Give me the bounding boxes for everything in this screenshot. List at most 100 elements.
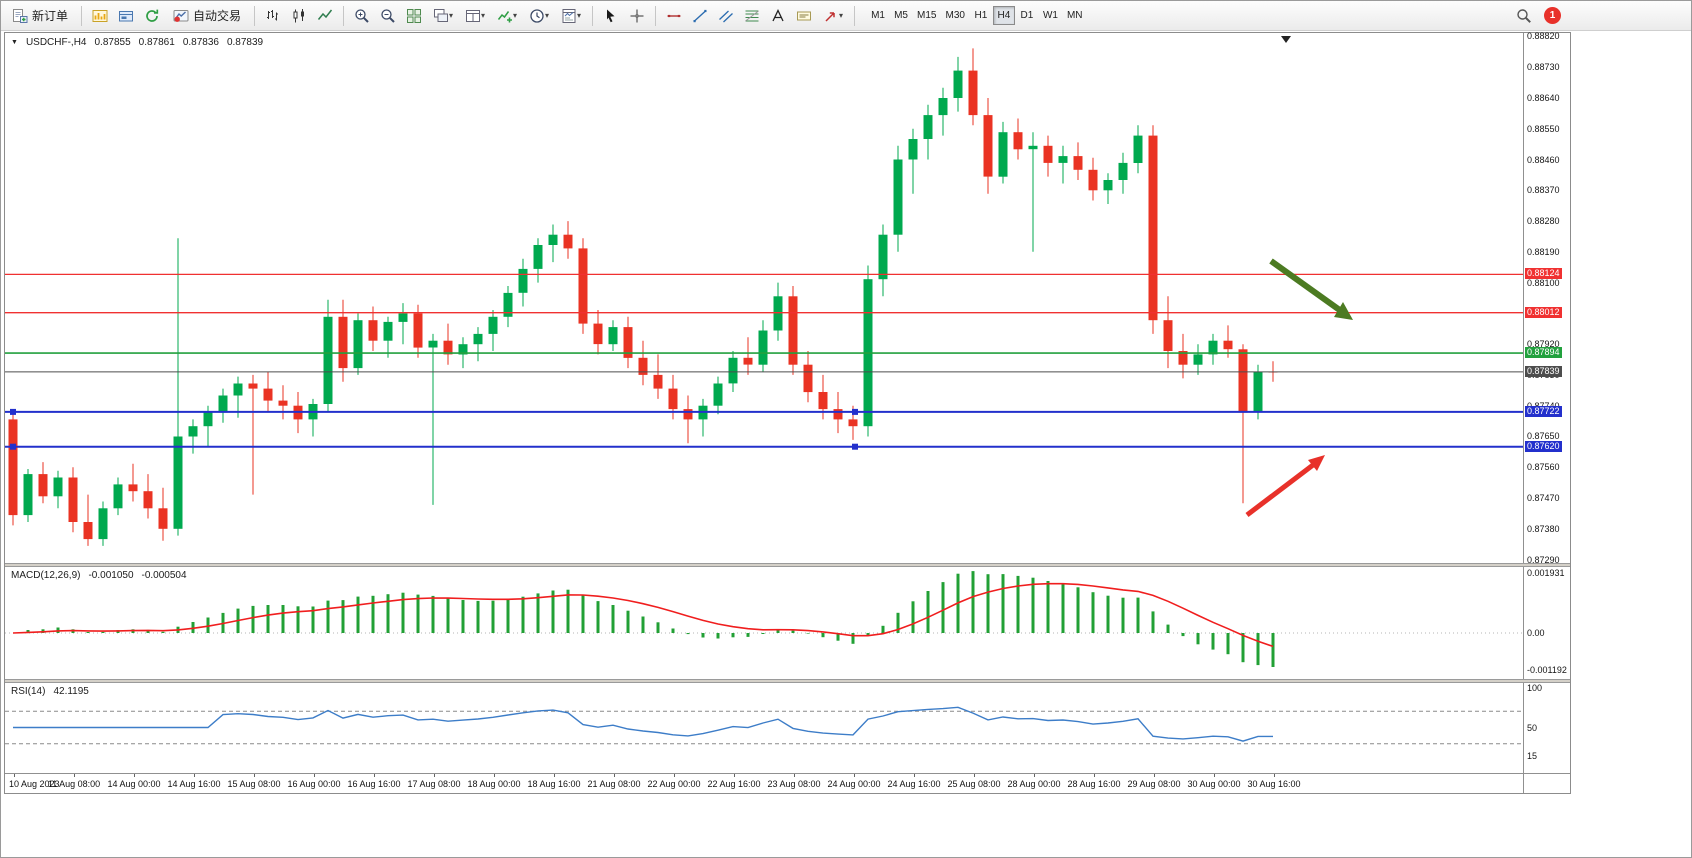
tile-windows-button[interactable] xyxy=(402,4,426,28)
toolbar-separator xyxy=(343,5,345,26)
time-axis-tick xyxy=(1214,774,1215,777)
chart-profiles-icon xyxy=(466,9,481,22)
candlestick-chart-type-button[interactable] xyxy=(287,4,311,28)
text-label-button[interactable] xyxy=(792,4,816,28)
candles-series xyxy=(8,48,1278,546)
rsi-axis-label: 50 xyxy=(1527,723,1538,733)
high-value: 0.87861 xyxy=(138,37,175,48)
toolbar-separator xyxy=(854,5,856,26)
search-button[interactable] xyxy=(1512,4,1536,28)
crosshair-button[interactable] xyxy=(625,4,649,28)
panel-splitter[interactable] xyxy=(5,679,1570,683)
zoom-in-button[interactable] xyxy=(350,4,374,28)
rsi-plot[interactable] xyxy=(5,683,1523,773)
price-axis-label: 0.88190 xyxy=(1527,247,1560,257)
new-chart-button[interactable] xyxy=(88,4,112,28)
time-axis-label: 16 Aug 00:00 xyxy=(287,779,341,789)
new-order-label: 新订单 xyxy=(32,9,69,23)
timeframe-h4[interactable]: H4 xyxy=(992,6,1015,25)
line-chart-type-button[interactable] xyxy=(313,4,337,28)
price-hline[interactable] xyxy=(5,443,1523,450)
price-axis[interactable]: 0.88820 0.88730 0.88640 0.88550 0.88460 0.883… xyxy=(1524,31,1570,565)
dropdown-caret-icon: ▾ xyxy=(513,10,518,20)
low-value: 0.87836 xyxy=(182,37,219,48)
main-chart-plot[interactable] xyxy=(5,33,1523,563)
periods-button[interactable]: ▾ xyxy=(524,4,554,28)
timeframe-d1[interactable]: D1 xyxy=(1016,6,1038,25)
fibonacci-button[interactable] xyxy=(740,4,764,28)
time-axis[interactable]: 10 Aug 2023 11 Aug 08:00 14 Aug 00:00 14 Au… xyxy=(5,774,1523,793)
line-handle xyxy=(10,408,16,415)
price-line-badge: 0.87722 xyxy=(1525,406,1562,417)
autotrading-icon xyxy=(173,9,189,22)
time-axis-label: 22 Aug 00:00 xyxy=(647,779,701,789)
macd-signal-value: -0.000504 xyxy=(141,570,187,581)
refresh-button[interactable] xyxy=(140,4,164,28)
text-icon xyxy=(772,8,784,21)
time-axis-label: 29 Aug 08:00 xyxy=(1127,779,1181,789)
time-axis-label: 24 Aug 16:00 xyxy=(887,779,941,789)
notifications-badge[interactable]: 1 xyxy=(1544,7,1561,24)
price-hline[interactable] xyxy=(5,408,1523,415)
timeframe-w1[interactable]: W1 xyxy=(1039,6,1062,25)
zoom-out-button[interactable] xyxy=(376,4,400,28)
time-axis-tick xyxy=(314,774,315,777)
rsi-name: RSI(14) xyxy=(11,686,46,697)
green-arrow-annotation[interactable] xyxy=(1269,258,1353,320)
time-axis-tick xyxy=(494,774,495,777)
timeframe-m5[interactable]: M5 xyxy=(890,6,912,25)
macd-plot[interactable] xyxy=(5,567,1523,679)
time-axis-tick xyxy=(734,774,735,777)
timeframe-mn[interactable]: MN xyxy=(1063,6,1087,25)
time-axis-label: 15 Aug 08:00 xyxy=(227,779,281,789)
toolbar-separator xyxy=(81,5,83,26)
time-axis-label: 25 Aug 08:00 xyxy=(947,779,1001,789)
trendline-button[interactable] xyxy=(688,4,712,28)
line-chart-type-icon xyxy=(317,9,333,20)
panel-splitter[interactable] xyxy=(5,563,1570,567)
horizontal-line-button[interactable] xyxy=(662,4,686,28)
time-axis-label: 18 Aug 16:00 xyxy=(527,779,581,789)
text-button[interactable] xyxy=(766,4,790,28)
dropdown-caret-icon: ▾ xyxy=(545,10,550,20)
bar-chart-type-button[interactable] xyxy=(261,4,285,28)
open-value: 0.87855 xyxy=(94,37,131,48)
cursor-button[interactable] xyxy=(599,4,623,28)
chart-shift-marker[interactable] xyxy=(1281,36,1291,43)
chart-profiles-button[interactable]: ▾ xyxy=(460,4,490,28)
indicators-button[interactable]: ▾ xyxy=(492,4,522,28)
time-axis-label: 11 Aug 08:00 xyxy=(47,779,101,789)
timeframe-m1[interactable]: M1 xyxy=(867,6,889,25)
rsi-label: RSI(14) 42.1195 xyxy=(11,686,89,697)
timeframe-m15[interactable]: M15 xyxy=(913,6,940,25)
cascade-windows-button[interactable]: ▾ xyxy=(428,4,458,28)
macd-histogram xyxy=(26,571,1275,667)
price-axis-label: 0.87470 xyxy=(1527,493,1560,503)
price-axis-label: 0.87920 xyxy=(1527,339,1560,349)
macd-axis-label: 0.00 xyxy=(1527,628,1545,638)
autotrading-button[interactable]: 自动交易 xyxy=(166,4,248,28)
arrow-shapes-button[interactable]: ▾ xyxy=(818,4,848,28)
zoom-in-icon xyxy=(355,8,369,23)
timeframe-m30[interactable]: M30 xyxy=(941,6,968,25)
timeframe-group: M1 M5 M15 M30 H1 H4 D1 W1 MN xyxy=(867,6,1086,25)
profiles-button[interactable] xyxy=(114,4,138,28)
price-axis-label: 0.88820 xyxy=(1527,31,1560,41)
autotrading-label: 自动交易 xyxy=(193,9,242,23)
channel-button[interactable] xyxy=(714,4,738,28)
macd-label: MACD(12,26,9) -0.001050 -0.000504 xyxy=(11,570,187,581)
time-axis-tick xyxy=(674,774,675,777)
new-order-icon xyxy=(13,8,28,23)
cursor-icon xyxy=(607,9,615,22)
timeframe-h1[interactable]: H1 xyxy=(970,6,992,25)
collapse-triangle-icon[interactable]: ▼ xyxy=(11,39,18,46)
channel-icon xyxy=(719,10,733,22)
horizontal-line-icon xyxy=(667,14,681,17)
templates-button[interactable]: ▾ xyxy=(556,4,586,28)
dropdown-caret-icon: ▾ xyxy=(481,10,486,20)
time-axis-tick xyxy=(794,774,795,777)
line-handle xyxy=(852,408,858,415)
new-order-button[interactable]: 新订单 xyxy=(5,4,75,28)
red-arrow-annotation[interactable] xyxy=(1245,455,1325,517)
macd-axis-label: 0.001931 xyxy=(1527,568,1565,578)
